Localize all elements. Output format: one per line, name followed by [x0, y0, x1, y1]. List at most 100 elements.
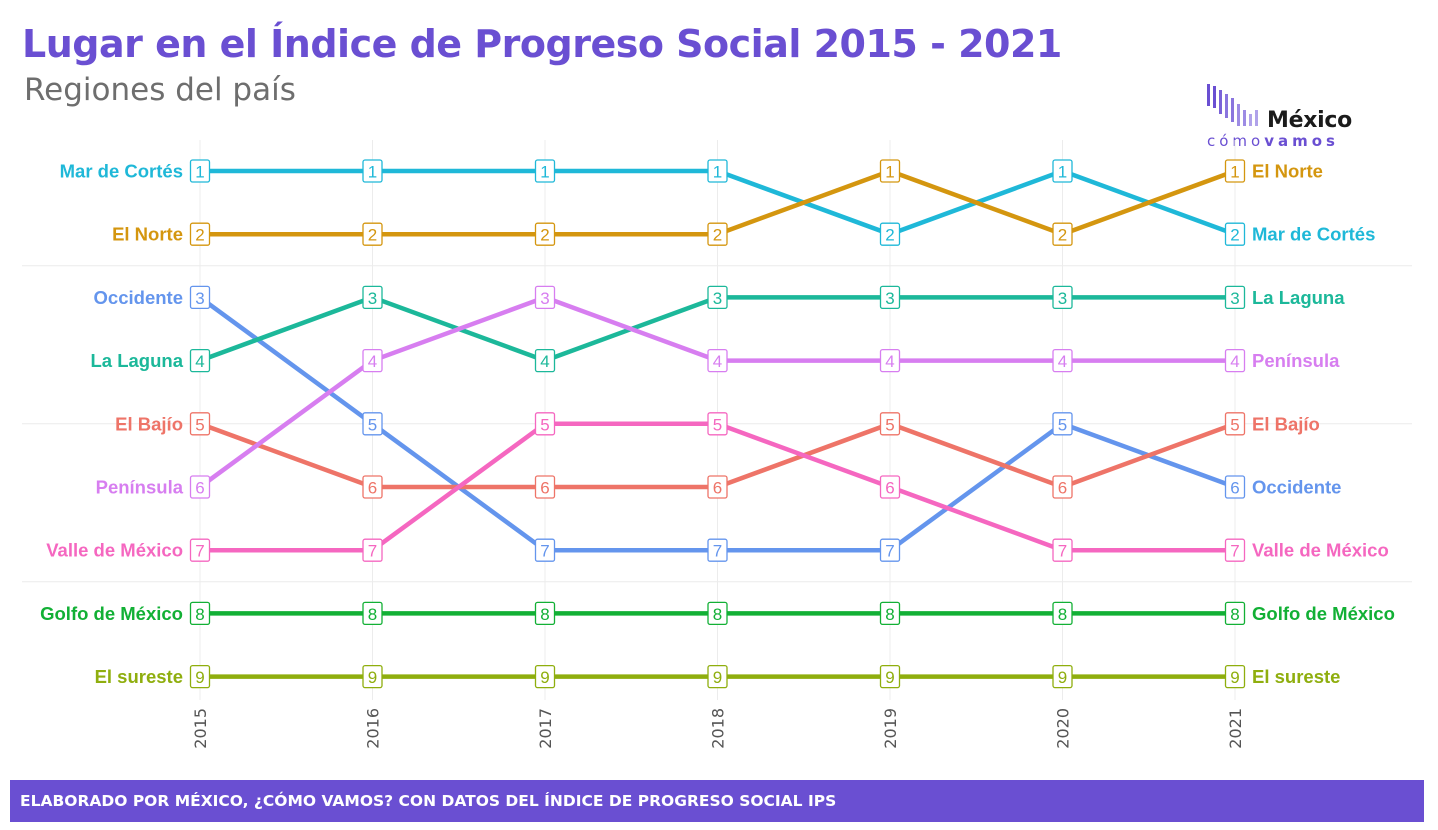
rank-marker-box	[534, 285, 556, 310]
rank-marker: 3	[707, 285, 728, 310]
rank-marker-box	[534, 538, 556, 562]
x-tick-label: 2016	[364, 708, 383, 749]
rank-data-label: 6	[1230, 479, 1239, 498]
x-tick-label: 2019	[881, 708, 900, 749]
rank-marker: 9	[707, 664, 728, 689]
rank-marker: 1	[707, 159, 728, 183]
rank-marker: 8	[534, 601, 556, 626]
series-label-left: Mar de Cortés	[60, 161, 183, 182]
rank-marker-box	[1052, 538, 1073, 562]
rank-marker-box	[362, 412, 383, 436]
rank-data-label: 4	[195, 352, 204, 371]
rank-data-label: 3	[885, 289, 894, 308]
rank-data-label: 6	[540, 479, 549, 498]
rank-marker: 5	[362, 412, 383, 436]
rank-data-label: 4	[713, 352, 722, 371]
rank-marker: 6	[1224, 475, 1246, 499]
rank-marker-box	[879, 348, 901, 373]
x-tick-label: 2015	[191, 708, 210, 749]
rank-marker: 7	[1052, 538, 1073, 562]
rank-data-label: 3	[1058, 289, 1067, 308]
rank-marker-box	[1224, 222, 1246, 246]
rank-marker: 7	[534, 538, 556, 562]
rank-data-label: 4	[885, 352, 894, 371]
rank-data-label: 5	[885, 415, 894, 434]
rank-data-label: 8	[1058, 605, 1067, 624]
rank-data-label: 5	[540, 415, 549, 434]
rank-marker: 5	[534, 412, 556, 436]
series-label-right: Golfo de México	[1252, 603, 1395, 624]
rank-data-label: 2	[1058, 226, 1067, 245]
rank-marker-box	[534, 601, 556, 626]
rank-data-label: 8	[368, 605, 377, 624]
rank-data-label: 6	[885, 479, 894, 498]
rank-marker: 8	[707, 601, 728, 626]
rank-data-label: 4	[1058, 352, 1067, 371]
rank-marker-box	[879, 222, 901, 246]
series-label-left: Península	[96, 477, 184, 498]
rank-marker-box	[534, 222, 556, 246]
rank-marker-box	[1052, 664, 1073, 689]
rank-marker-box	[1224, 159, 1246, 183]
rank-data-label: 9	[1230, 668, 1239, 687]
rank-marker-box	[189, 285, 211, 310]
rank-marker: 4	[1224, 348, 1246, 373]
x-tick-label: 2018	[709, 708, 728, 749]
rank-marker: 2	[879, 222, 901, 246]
rank-data-label: 1	[1230, 163, 1239, 182]
rank-marker: 3	[879, 285, 901, 310]
rank-marker-box	[1224, 285, 1246, 310]
rank-marker: 6	[707, 475, 728, 499]
rank-data-label: 7	[1058, 542, 1067, 561]
rank-data-label: 5	[195, 415, 204, 434]
rank-marker-box	[362, 538, 383, 562]
rank-marker: 2	[707, 222, 728, 246]
rank-marker: 1	[879, 159, 901, 183]
rank-marker: 4	[534, 348, 556, 373]
rank-marker: 2	[534, 222, 556, 246]
rank-marker-box	[1224, 538, 1246, 562]
series-label-left: Valle de México	[46, 540, 183, 561]
rank-marker-box	[534, 664, 556, 689]
rank-marker: 7	[189, 538, 211, 562]
rank-marker-box	[1224, 412, 1246, 436]
rank-data-label: 4	[540, 352, 549, 371]
series-label-left: Golfo de México	[40, 603, 183, 624]
rank-data-label: 9	[1058, 668, 1067, 687]
series-label-left: La Laguna	[90, 350, 183, 371]
series-label-right: Occidente	[1252, 477, 1341, 498]
rank-marker: 5	[189, 412, 211, 436]
rank-data-label: 9	[195, 668, 204, 687]
rank-data-label: 2	[368, 226, 377, 245]
rank-marker-box	[879, 475, 901, 499]
rank-marker: 4	[879, 348, 901, 373]
rank-data-label: 5	[713, 415, 722, 434]
series-label-right: El Bajío	[1252, 413, 1320, 434]
chart-subtitle: Regiones del país	[24, 72, 296, 108]
rank-marker-box	[707, 285, 728, 310]
footer-bar: ELABORADO POR MÉXICO, ¿CÓMO VAMOS? CON D…	[10, 780, 1424, 822]
rank-marker-box	[189, 601, 211, 626]
rank-marker-box	[362, 348, 383, 373]
rank-data-label: 5	[1230, 415, 1239, 434]
rank-marker-box	[1052, 222, 1073, 246]
rank-data-label: 6	[713, 479, 722, 498]
rank-marker-box	[1052, 601, 1073, 626]
rank-marker-box	[1224, 664, 1246, 689]
series-label-right: El Norte	[1252, 161, 1323, 182]
rank-marker-box	[189, 664, 211, 689]
rank-data-label: 3	[195, 289, 204, 308]
x-tick-label: 2020	[1054, 708, 1073, 749]
footer-source-text: ELABORADO POR MÉXICO, ¿CÓMO VAMOS? CON D…	[20, 792, 837, 810]
rank-marker: 5	[1052, 412, 1073, 436]
rank-data-label: 7	[885, 542, 894, 561]
rank-marker: 2	[362, 222, 383, 246]
rank-data-label: 1	[195, 163, 204, 182]
rank-marker: 7	[879, 538, 901, 562]
rank-marker: 3	[1224, 285, 1246, 310]
rank-marker-box	[362, 285, 383, 310]
rank-marker-box	[879, 664, 901, 689]
rank-data-label: 9	[540, 668, 549, 687]
rank-data-label: 2	[540, 226, 549, 245]
rank-data-label: 6	[368, 479, 377, 498]
